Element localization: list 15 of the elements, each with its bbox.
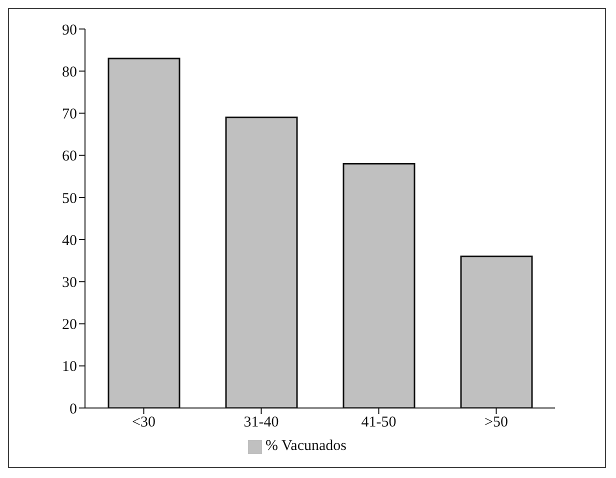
y-tick-label: 90 [62,22,77,38]
y-tick-label: 60 [62,148,77,165]
x-tick-label: >50 [484,414,508,431]
x-tick-label: <30 [132,414,156,431]
y-tick-label: 40 [62,232,77,249]
y-tick-label: 30 [62,274,77,291]
y-tick-label: 10 [62,359,77,376]
x-tick-label: 31-40 [244,414,279,431]
y-tick-label: 0 [70,401,77,418]
y-tick-label: 80 [62,64,77,80]
x-tick-label: 41-50 [361,414,396,431]
y-tick-label: 50 [62,190,77,207]
y-tick-label: 70 [62,106,77,123]
y-tick-label: 20 [62,317,77,334]
legend-label: % Vacunados [266,438,346,454]
